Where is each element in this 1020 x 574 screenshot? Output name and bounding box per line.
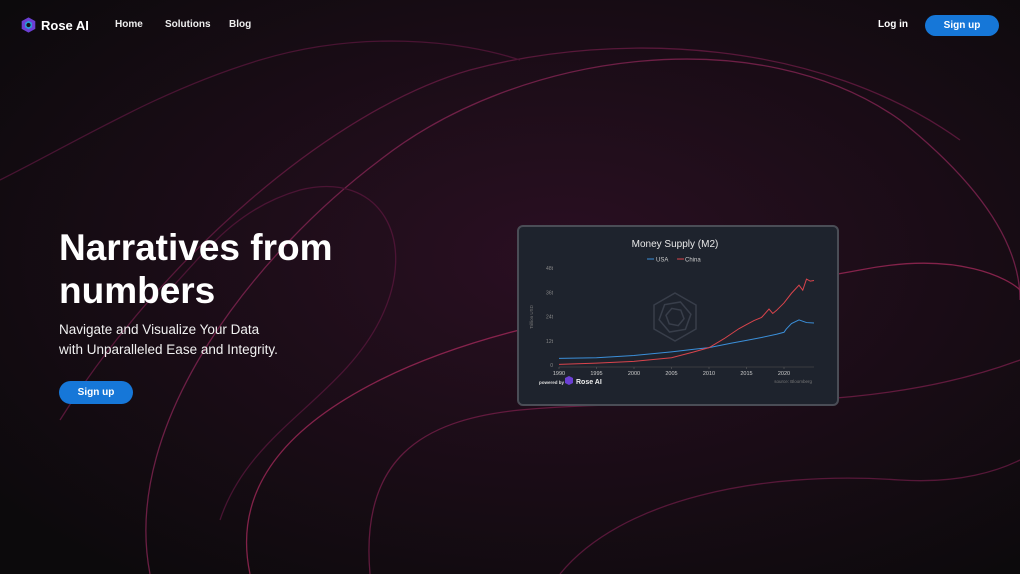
rose-ai-logo-icon [21, 17, 36, 33]
signup-button-nav[interactable]: Sign up [925, 15, 999, 36]
top-nav: Rose AI Home Solutions Blog Log in Sign … [0, 0, 1020, 50]
x-tick-label: 2000 [628, 371, 640, 377]
x-tick-label: 2005 [665, 371, 677, 377]
powered-by-logo-icon [565, 376, 573, 385]
powered-by-label: powered by [539, 380, 565, 385]
nav-blog[interactable]: Blog [229, 19, 252, 30]
nav-solutions[interactable]: Solutions [165, 19, 211, 30]
legend: USA China [647, 258, 701, 264]
y-tick-label: 12t [546, 339, 554, 345]
source-label: source: Bloomberg [774, 379, 812, 384]
y-tick-label: 48t [546, 266, 554, 272]
powered-by-brand: Rose AI [576, 379, 602, 386]
watermark-logo-icon [653, 292, 697, 342]
nav-home[interactable]: Home [115, 19, 143, 30]
signup-button-hero[interactable]: Sign up [59, 381, 133, 404]
legend-china: China [685, 258, 701, 264]
hero-subtitle: Navigate and Visualize Your Data with Un… [59, 322, 278, 357]
brand-name: Rose AI [41, 17, 89, 33]
y-tick-label: 36t [546, 290, 554, 296]
y-tick-label: 24t [546, 315, 554, 321]
hero-title: Narratives from numbers [59, 227, 333, 311]
login-link[interactable]: Log in [878, 19, 908, 30]
legend-usa: USA [656, 258, 668, 264]
x-tick-label: 2015 [740, 371, 752, 377]
y-tick-label: 0 [550, 363, 553, 369]
y-axis-label: Trillion USD [529, 304, 534, 329]
brand-logo[interactable]: Rose AI [20, 16, 89, 34]
x-tick-label: 2010 [703, 371, 715, 377]
x-tick-label: 1995 [590, 371, 602, 377]
money-supply-chart: Money Supply (M2) USA China Trillion USD… [529, 239, 815, 386]
x-tick-label: 1990 [553, 371, 565, 377]
series-line-china [558, 278, 815, 365]
chart-card: Money Supply (M2) USA China Trillion USD… [517, 225, 839, 406]
chart-title: Money Supply (M2) [632, 239, 719, 250]
series-line-usa [558, 319, 815, 359]
x-tick-label: 2020 [778, 371, 790, 377]
